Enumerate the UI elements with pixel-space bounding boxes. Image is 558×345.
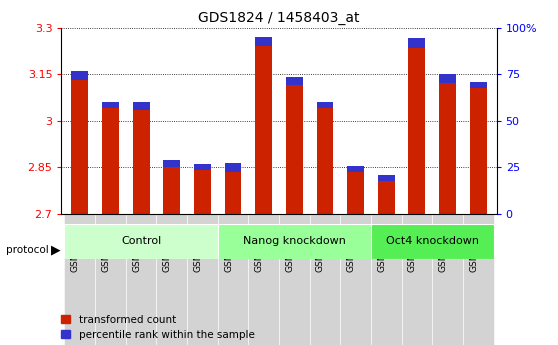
Bar bbox=[347, 166, 364, 172]
Bar bbox=[316, 102, 334, 108]
Bar bbox=[255, 37, 272, 46]
Bar bbox=[95, 214, 126, 345]
Text: GSM94860: GSM94860 bbox=[194, 223, 203, 272]
Text: GSM94857: GSM94857 bbox=[102, 223, 110, 272]
Bar bbox=[71, 71, 88, 80]
Bar bbox=[224, 163, 242, 172]
Bar bbox=[432, 214, 463, 345]
Text: Control: Control bbox=[121, 237, 161, 246]
Bar bbox=[470, 82, 487, 214]
Text: protocol: protocol bbox=[6, 245, 49, 255]
Bar bbox=[64, 214, 95, 345]
Bar bbox=[286, 77, 303, 85]
Bar bbox=[316, 102, 334, 214]
Text: GSM94865: GSM94865 bbox=[347, 223, 355, 272]
Legend: transformed count, percentile rank within the sample: transformed count, percentile rank withi… bbox=[61, 315, 254, 340]
Bar bbox=[402, 214, 432, 345]
Bar bbox=[286, 77, 303, 214]
Text: GSM94856: GSM94856 bbox=[71, 223, 80, 272]
Bar bbox=[340, 214, 371, 345]
Bar bbox=[408, 38, 425, 48]
Bar bbox=[102, 102, 119, 108]
Text: Oct4 knockdown: Oct4 knockdown bbox=[386, 237, 479, 246]
Bar bbox=[347, 166, 364, 214]
Text: ▶: ▶ bbox=[51, 244, 61, 257]
Bar bbox=[439, 74, 456, 83]
Bar bbox=[224, 162, 242, 214]
Bar bbox=[310, 214, 340, 345]
Bar bbox=[378, 175, 395, 214]
Text: Nanog knockdown: Nanog knockdown bbox=[243, 237, 346, 246]
Bar bbox=[439, 74, 456, 214]
Text: GSM94859: GSM94859 bbox=[163, 223, 172, 272]
Text: GSM94866: GSM94866 bbox=[377, 223, 386, 272]
Bar bbox=[218, 214, 248, 345]
Title: GDS1824 / 1458403_at: GDS1824 / 1458403_at bbox=[198, 11, 360, 25]
Bar bbox=[64, 224, 218, 259]
Text: GSM94868: GSM94868 bbox=[439, 223, 448, 272]
Bar bbox=[163, 160, 180, 167]
Bar bbox=[187, 214, 218, 345]
Bar bbox=[378, 175, 395, 181]
Bar bbox=[163, 159, 180, 214]
Text: GSM94863: GSM94863 bbox=[285, 223, 294, 272]
Text: GSM94861: GSM94861 bbox=[224, 223, 233, 272]
Bar bbox=[371, 214, 402, 345]
Bar bbox=[194, 164, 211, 214]
Text: GSM94858: GSM94858 bbox=[132, 223, 141, 272]
Bar bbox=[133, 102, 150, 110]
Bar bbox=[133, 102, 150, 214]
Text: GSM94864: GSM94864 bbox=[316, 223, 325, 272]
Bar bbox=[248, 214, 279, 345]
Bar bbox=[279, 214, 310, 345]
Text: GSM94869: GSM94869 bbox=[469, 223, 478, 272]
Text: GSM94867: GSM94867 bbox=[408, 223, 417, 272]
Bar bbox=[218, 224, 371, 259]
Bar bbox=[470, 82, 487, 88]
Bar bbox=[463, 214, 494, 345]
Bar bbox=[156, 214, 187, 345]
Bar bbox=[408, 38, 425, 214]
Bar bbox=[194, 164, 211, 170]
Bar bbox=[126, 214, 156, 345]
Bar bbox=[371, 224, 494, 259]
Bar bbox=[255, 37, 272, 214]
Bar bbox=[102, 102, 119, 214]
Bar bbox=[71, 71, 88, 214]
Text: GSM94862: GSM94862 bbox=[254, 223, 264, 272]
